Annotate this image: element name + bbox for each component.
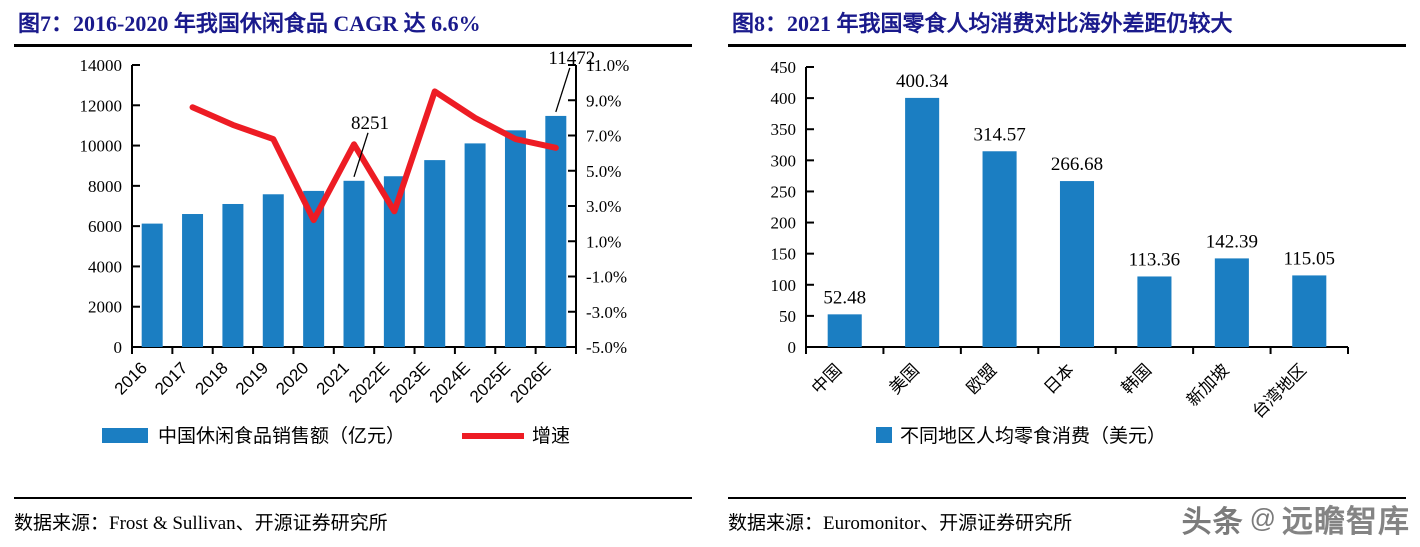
y-tick-label-right: 11.0% xyxy=(586,56,629,75)
figure8-chart: 0 50 100 150 200 250 300 350 400 450 52.48 400.34 31… xyxy=(728,47,1406,477)
figure7-svg: 0 2000 4000 6000 8000 10000 12000 14000 -5.0% -3.… xyxy=(80,48,630,447)
figure8-footer: 数据来源：Euromonitor、开源证券研究所 xyxy=(710,497,1420,547)
figure8-svg: 0 50 100 150 200 250 300 350 400 450 52.48 400.34 31… xyxy=(771,58,1349,447)
bar-data-label: 314.57 xyxy=(973,124,1025,145)
y-tick-label-left: 10000 xyxy=(80,137,123,156)
bar xyxy=(1059,181,1095,347)
figure7-footer: 数据来源：Frost & Sullivan、开源证券研究所 xyxy=(0,497,710,547)
bar xyxy=(545,115,567,347)
bar-data-label: 115.05 xyxy=(1284,248,1336,269)
x-category-label: 2023E xyxy=(385,358,433,406)
bar-data-label: 8251 xyxy=(351,113,389,134)
x-category-label: 台湾地区 xyxy=(1249,360,1311,422)
bar xyxy=(383,176,405,347)
figure7-footer-rule xyxy=(14,497,692,499)
y-tick-label-left: 2000 xyxy=(88,298,122,317)
y-tick-label-left: 14000 xyxy=(80,56,123,75)
legend-swatch-bar xyxy=(876,427,892,443)
x-category-label: 2019 xyxy=(232,358,272,398)
figure8-source: 数据来源：Euromonitor、开源证券研究所 xyxy=(728,513,1073,534)
y-tick-label: 400 xyxy=(771,89,797,108)
y-tick-label-left: 6000 xyxy=(88,217,122,236)
x-category-label: 韩国 xyxy=(1118,360,1155,397)
y-tick-label: 350 xyxy=(771,120,797,139)
figure8-title-rule xyxy=(728,44,1406,47)
y-tick-label-left: 0 xyxy=(114,338,123,357)
bar xyxy=(1292,275,1327,347)
y-tick-label: 450 xyxy=(771,58,797,77)
bar xyxy=(464,143,486,347)
y-tick-label-right: 9.0% xyxy=(586,91,621,110)
bar-data-label: 113.36 xyxy=(1129,249,1181,270)
x-category-label: 欧盟 xyxy=(963,360,1000,397)
y-tick-label-right: 3.0% xyxy=(586,197,621,216)
bar xyxy=(222,203,244,347)
bar-data-label: 52.48 xyxy=(823,287,866,308)
bar xyxy=(303,190,325,347)
x-category-label: 2017 xyxy=(151,358,191,398)
bar xyxy=(827,314,862,347)
data-label-leader xyxy=(353,132,369,177)
y-tick-label: 200 xyxy=(771,214,797,233)
y-tick-label-right: 1.0% xyxy=(586,232,621,251)
x-category-label: 新加坡 xyxy=(1183,360,1232,409)
bar xyxy=(982,151,1017,347)
y-tick-label-right: 5.0% xyxy=(586,162,621,181)
legend-label-bar: 不同地区人均零食消费（美元） xyxy=(900,425,1166,447)
y-tick-label-right: -5.0% xyxy=(586,338,627,357)
bar xyxy=(262,194,284,347)
y-tick-label: 250 xyxy=(771,182,797,201)
bar-data-label: 142.39 xyxy=(1206,231,1258,252)
bar xyxy=(343,180,365,347)
y-tick-label: 100 xyxy=(771,276,797,295)
x-category-label: 2026E xyxy=(506,358,554,406)
bar xyxy=(1137,276,1172,347)
bar-data-label: 11472 xyxy=(548,48,595,69)
x-category-label: 2022E xyxy=(345,358,393,406)
x-category-label: 2024E xyxy=(426,358,474,406)
figure7-title: 图7：2016-2020 年我国休闲食品 CAGR 达 6.6% xyxy=(18,11,481,36)
y-tick-label: 50 xyxy=(779,307,796,326)
x-category-label: 日本 xyxy=(1040,360,1077,397)
bar-data-label: 400.34 xyxy=(896,71,949,92)
figure-panel-right: 图8：2021 年我国零食人均消费对比海外差距仍较大 0 50 100 150 200 2… xyxy=(710,0,1420,547)
x-category-label: 2025E xyxy=(466,358,514,406)
legend-label-line: 增速 xyxy=(532,425,570,447)
x-category-label: 2020 xyxy=(272,358,312,398)
y-tick-label-left: 4000 xyxy=(88,257,122,276)
bar xyxy=(504,130,526,347)
y-tick-label-right: -3.0% xyxy=(586,303,627,322)
bar xyxy=(141,223,163,347)
figure7-title-rule xyxy=(14,44,692,47)
x-category-label: 2018 xyxy=(192,358,232,398)
y-tick-label: 300 xyxy=(771,151,797,170)
figure8-title: 图8：2021 年我国零食人均消费对比海外差距仍较大 xyxy=(732,11,1233,36)
figure-panel-left: 图7：2016-2020 年我国休闲食品 CAGR 达 6.6% 0 2000 40… xyxy=(0,11,710,547)
legend-label-bar: 中国休闲食品销售额（亿元） xyxy=(158,425,405,447)
bar xyxy=(905,97,940,347)
x-category-label: 2016 xyxy=(111,358,151,398)
y-tick-label-right: -1.0% xyxy=(586,268,627,287)
y-tick-label: 150 xyxy=(771,245,797,264)
legend-swatch-bar xyxy=(102,428,148,443)
x-category-label: 中国 xyxy=(808,360,845,397)
y-tick-label-right: 7.0% xyxy=(586,127,621,146)
y-tick-label: 0 xyxy=(788,338,797,357)
x-category-label: 美国 xyxy=(885,360,922,397)
figure8-footer-rule xyxy=(728,497,1406,499)
bar-data-label: 266.68 xyxy=(1051,154,1103,175)
growth-rate-line xyxy=(189,88,559,224)
bar xyxy=(424,160,446,347)
bar xyxy=(182,214,204,347)
figure7-source: 数据来源：Frost & Sullivan、开源证券研究所 xyxy=(14,513,388,534)
figure7-chart: 0 2000 4000 6000 8000 10000 12000 14000 -5.0% -3.… xyxy=(14,47,692,477)
y-tick-label-left: 12000 xyxy=(80,96,123,115)
data-label-leader xyxy=(555,67,571,113)
y-tick-label-left: 8000 xyxy=(88,177,122,196)
bar xyxy=(1214,258,1249,347)
